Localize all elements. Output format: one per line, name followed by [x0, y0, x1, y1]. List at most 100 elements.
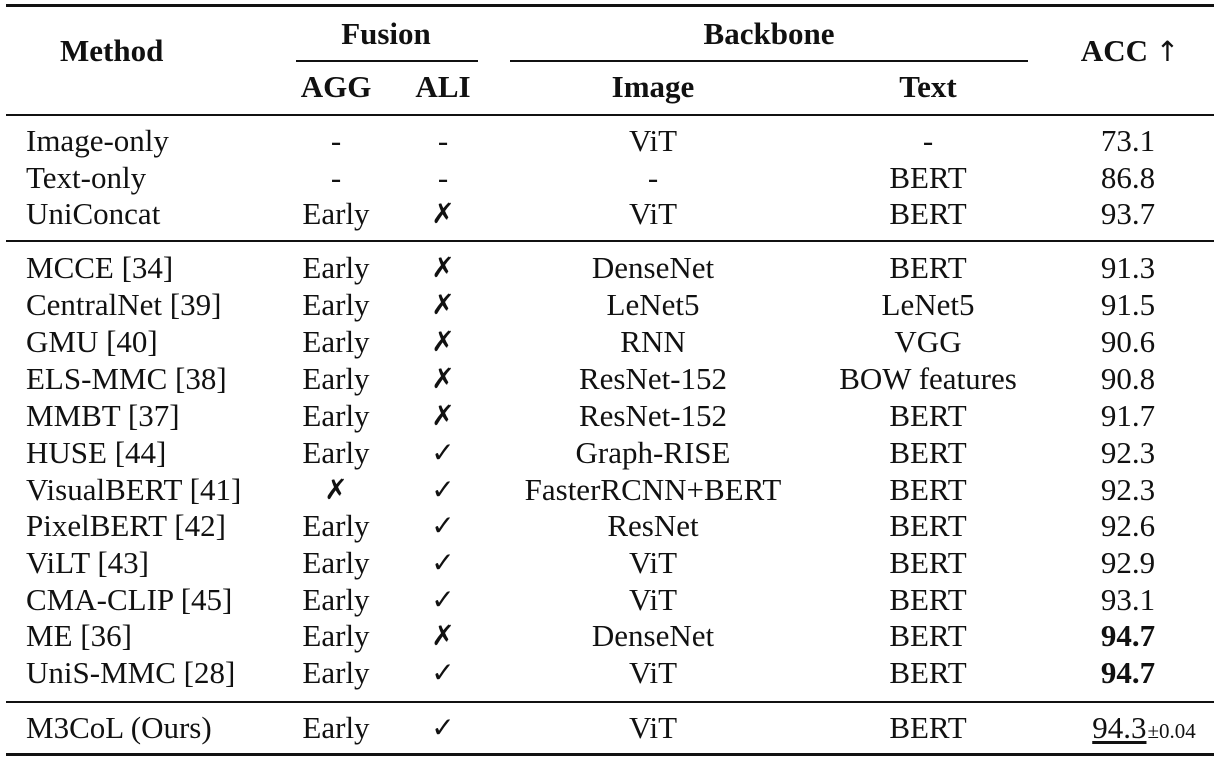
cell-image: DenseNet [591, 618, 715, 653]
check-icon: ✓ [431, 509, 455, 542]
cell-method: ELS-MMC [38] [26, 361, 227, 396]
cell-method: VisualBERT [41] [26, 472, 242, 507]
cell-method: UniS-MMC [28] [26, 655, 236, 690]
cross-icon: ✗ [431, 251, 455, 284]
acc-value: 92.3 [1100, 472, 1156, 507]
cell-acc: 91.5 [1101, 287, 1155, 323]
header-ali: ALI [415, 69, 471, 104]
cell-agg: Early [302, 398, 370, 433]
cell-method: PixelBERT [42] [26, 508, 226, 543]
acc-value: 92.9 [1100, 545, 1156, 580]
cell-text: BERT [889, 160, 967, 195]
header-agg: AGG [300, 69, 372, 104]
cell-image: ResNet-152 [578, 398, 728, 433]
acc-value: 86.8 [1100, 160, 1156, 195]
cell-acc: 92.3 [1101, 472, 1155, 508]
cell-image: ViT [628, 123, 678, 158]
cell-acc: 90.6 [1101, 324, 1155, 360]
cell-acc: 94.3±0.04 [1092, 710, 1196, 749]
acc-value: 90.6 [1100, 324, 1156, 359]
cell-agg: Early [302, 655, 370, 690]
cell-method: MMBT [37] [26, 398, 180, 433]
header-acc: ACC ↑ [1081, 33, 1179, 70]
cross-icon: ✗ [431, 197, 455, 230]
cell-text: BERT [889, 508, 967, 543]
cell-text: BERT [889, 196, 967, 231]
acc-std: ±0.04 [1147, 719, 1196, 743]
cell-image: ViT [628, 710, 678, 745]
cell-agg: Early [302, 324, 370, 359]
cell-ali: - [437, 123, 449, 158]
acc-value: 92.6 [1100, 508, 1156, 543]
cross-icon: ✗ [431, 619, 455, 652]
cell-method: UniConcat [26, 196, 161, 231]
top-rule [6, 4, 1214, 7]
header-image: Image [611, 69, 695, 104]
cross-icon: ✗ [431, 325, 455, 358]
cell-acc: 93.1 [1101, 582, 1155, 618]
cell-method: CMA-CLIP [45] [26, 582, 233, 617]
header-fusion: Fusion [341, 16, 431, 51]
cross-icon: ✗ [431, 399, 455, 432]
acc-value: 90.8 [1100, 361, 1156, 396]
cell-method: Image-only [26, 123, 169, 158]
cell-method: GMU [40] [26, 324, 158, 359]
cell-acc: 92.3 [1101, 435, 1155, 471]
cell-image: ResNet-152 [578, 361, 728, 396]
cell-method: ME [36] [26, 618, 132, 653]
cell-acc: 92.9 [1101, 545, 1155, 581]
cell-acc: 94.7 [1101, 655, 1155, 691]
cross-icon: ✗ [431, 362, 455, 395]
cell-image: FasterRCNN+BERT [524, 472, 782, 507]
header-rule [6, 114, 1214, 116]
cell-text: BERT [889, 655, 967, 690]
cell-acc: 91.7 [1101, 398, 1155, 434]
cell-text: VGG [894, 324, 962, 359]
cell-agg: - [330, 123, 342, 158]
check-icon: ✓ [431, 546, 455, 579]
check-icon: ✓ [431, 656, 455, 689]
cell-agg: Early [302, 250, 370, 285]
cell-text: BERT [889, 545, 967, 580]
cell-image: ViT [628, 655, 678, 690]
check-icon: ✓ [431, 583, 455, 616]
cell-image: ViT [628, 582, 678, 617]
cell-method: MCCE [34] [26, 250, 174, 285]
cell-image: ViT [628, 545, 678, 580]
cell-text: BERT [889, 250, 967, 285]
cell-agg: Early [302, 361, 370, 396]
check-icon: ✓ [431, 711, 455, 744]
cell-text: BOW features [839, 361, 1017, 396]
cell-agg: Early [302, 545, 370, 580]
cell-agg: Early [302, 435, 370, 470]
acc-value: 93.1 [1100, 582, 1156, 617]
acc-value: 91.5 [1100, 287, 1156, 322]
cell-method: CentralNet [39] [26, 287, 222, 322]
cell-image: ViT [628, 196, 678, 231]
acc-value: 91.7 [1100, 398, 1156, 433]
cell-method: M3CoL (Ours) [26, 710, 212, 745]
cell-acc: 91.3 [1101, 250, 1155, 286]
cell-image: Graph-RISE [575, 435, 731, 470]
cell-agg: Early [302, 508, 370, 543]
cross-icon: ✗ [431, 288, 455, 321]
cell-text: BERT [889, 435, 967, 470]
acc-value: 91.3 [1100, 250, 1156, 285]
cell-text: BERT [889, 398, 967, 433]
cell-text: BERT [889, 618, 967, 653]
cell-text: LeNet5 [881, 287, 975, 322]
cell-ali: - [437, 160, 449, 195]
cell-acc: 92.6 [1101, 508, 1155, 544]
cell-acc: 86.8 [1101, 160, 1155, 196]
cell-agg: Early [302, 196, 370, 231]
check-icon: ✓ [431, 473, 455, 506]
cell-acc: 90.8 [1101, 361, 1155, 397]
cell-image: LeNet5 [606, 287, 700, 322]
acc-value: 94.7 [1100, 618, 1156, 653]
cell-text: - [922, 123, 934, 158]
header-backbone: Backbone [703, 16, 835, 51]
header-acc-label: ACC [1080, 33, 1148, 68]
cell-agg: Early [302, 618, 370, 653]
check-icon: ✓ [431, 436, 455, 469]
cell-acc: 93.7 [1101, 196, 1155, 232]
